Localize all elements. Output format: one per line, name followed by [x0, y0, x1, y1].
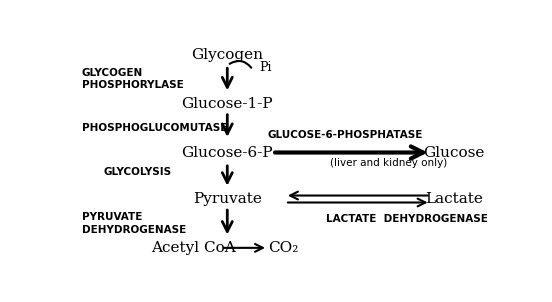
- Text: Pi: Pi: [259, 61, 272, 74]
- Text: Glucose-1-P: Glucose-1-P: [182, 97, 273, 111]
- Text: GLYCOGEN
PHOSPHORYLASE: GLYCOGEN PHOSPHORYLASE: [82, 68, 184, 91]
- Text: LACTATE  DEHYDROGENASE: LACTATE DEHYDROGENASE: [326, 214, 487, 224]
- Text: GLUCOSE-6-PHOSPHATASE: GLUCOSE-6-PHOSPHATASE: [267, 130, 423, 140]
- Text: (liver and kidney only): (liver and kidney only): [330, 158, 447, 168]
- Text: Acetyl CoA: Acetyl CoA: [151, 241, 236, 255]
- Text: Pyruvate: Pyruvate: [193, 192, 262, 206]
- Text: PHOSPHOGLUCOMUTASE: PHOSPHOGLUCOMUTASE: [82, 123, 227, 133]
- Text: Glycogen: Glycogen: [192, 48, 263, 62]
- Text: Glucose-6-P: Glucose-6-P: [182, 146, 273, 159]
- Text: Glucose: Glucose: [423, 146, 485, 159]
- Text: GLYCOLYSIS: GLYCOLYSIS: [103, 167, 171, 177]
- Text: PYRUVATE
DEHYDROGENASE: PYRUVATE DEHYDROGENASE: [82, 212, 186, 235]
- Text: Lactate: Lactate: [425, 192, 483, 206]
- Text: CO₂: CO₂: [268, 241, 298, 255]
